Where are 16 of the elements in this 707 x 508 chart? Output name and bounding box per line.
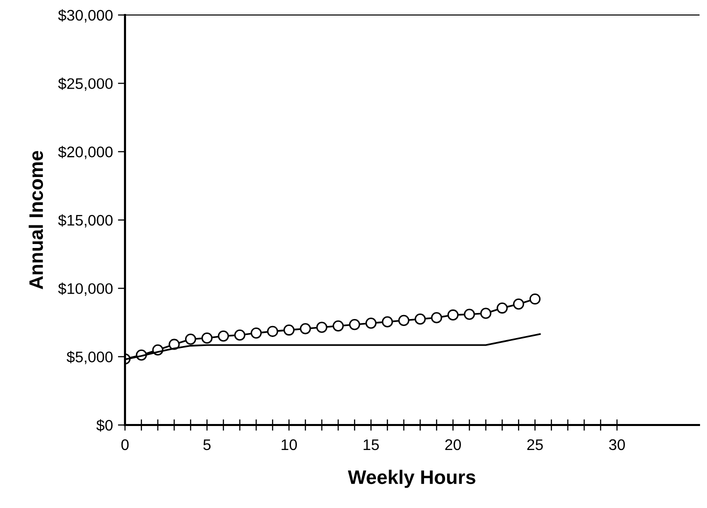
x-tick-label: 5 (203, 439, 211, 450)
x-axis-title: Weekly Hours (348, 470, 476, 488)
y-tick-label: $5,000 (66, 350, 113, 364)
y-axis-title: Annual Income (28, 150, 44, 290)
y-tick-label: $20,000 (58, 146, 113, 160)
x-tick-label: 20 (445, 439, 461, 450)
x-tick-label: 15 (364, 439, 379, 450)
y-tick-label: $25,000 (58, 78, 113, 91)
y-tick-label: $0 (96, 419, 113, 432)
y-tick-label: $30,000 (58, 9, 113, 22)
x-tick-label: 30 (609, 439, 625, 450)
y-tick-label: $15,000 (58, 214, 113, 228)
x-tick-label: 0 (121, 439, 129, 450)
x-tick-label: 25 (527, 439, 543, 450)
x-tick-label: 10 (282, 439, 297, 450)
y-tick-label: $10,000 (58, 282, 113, 296)
